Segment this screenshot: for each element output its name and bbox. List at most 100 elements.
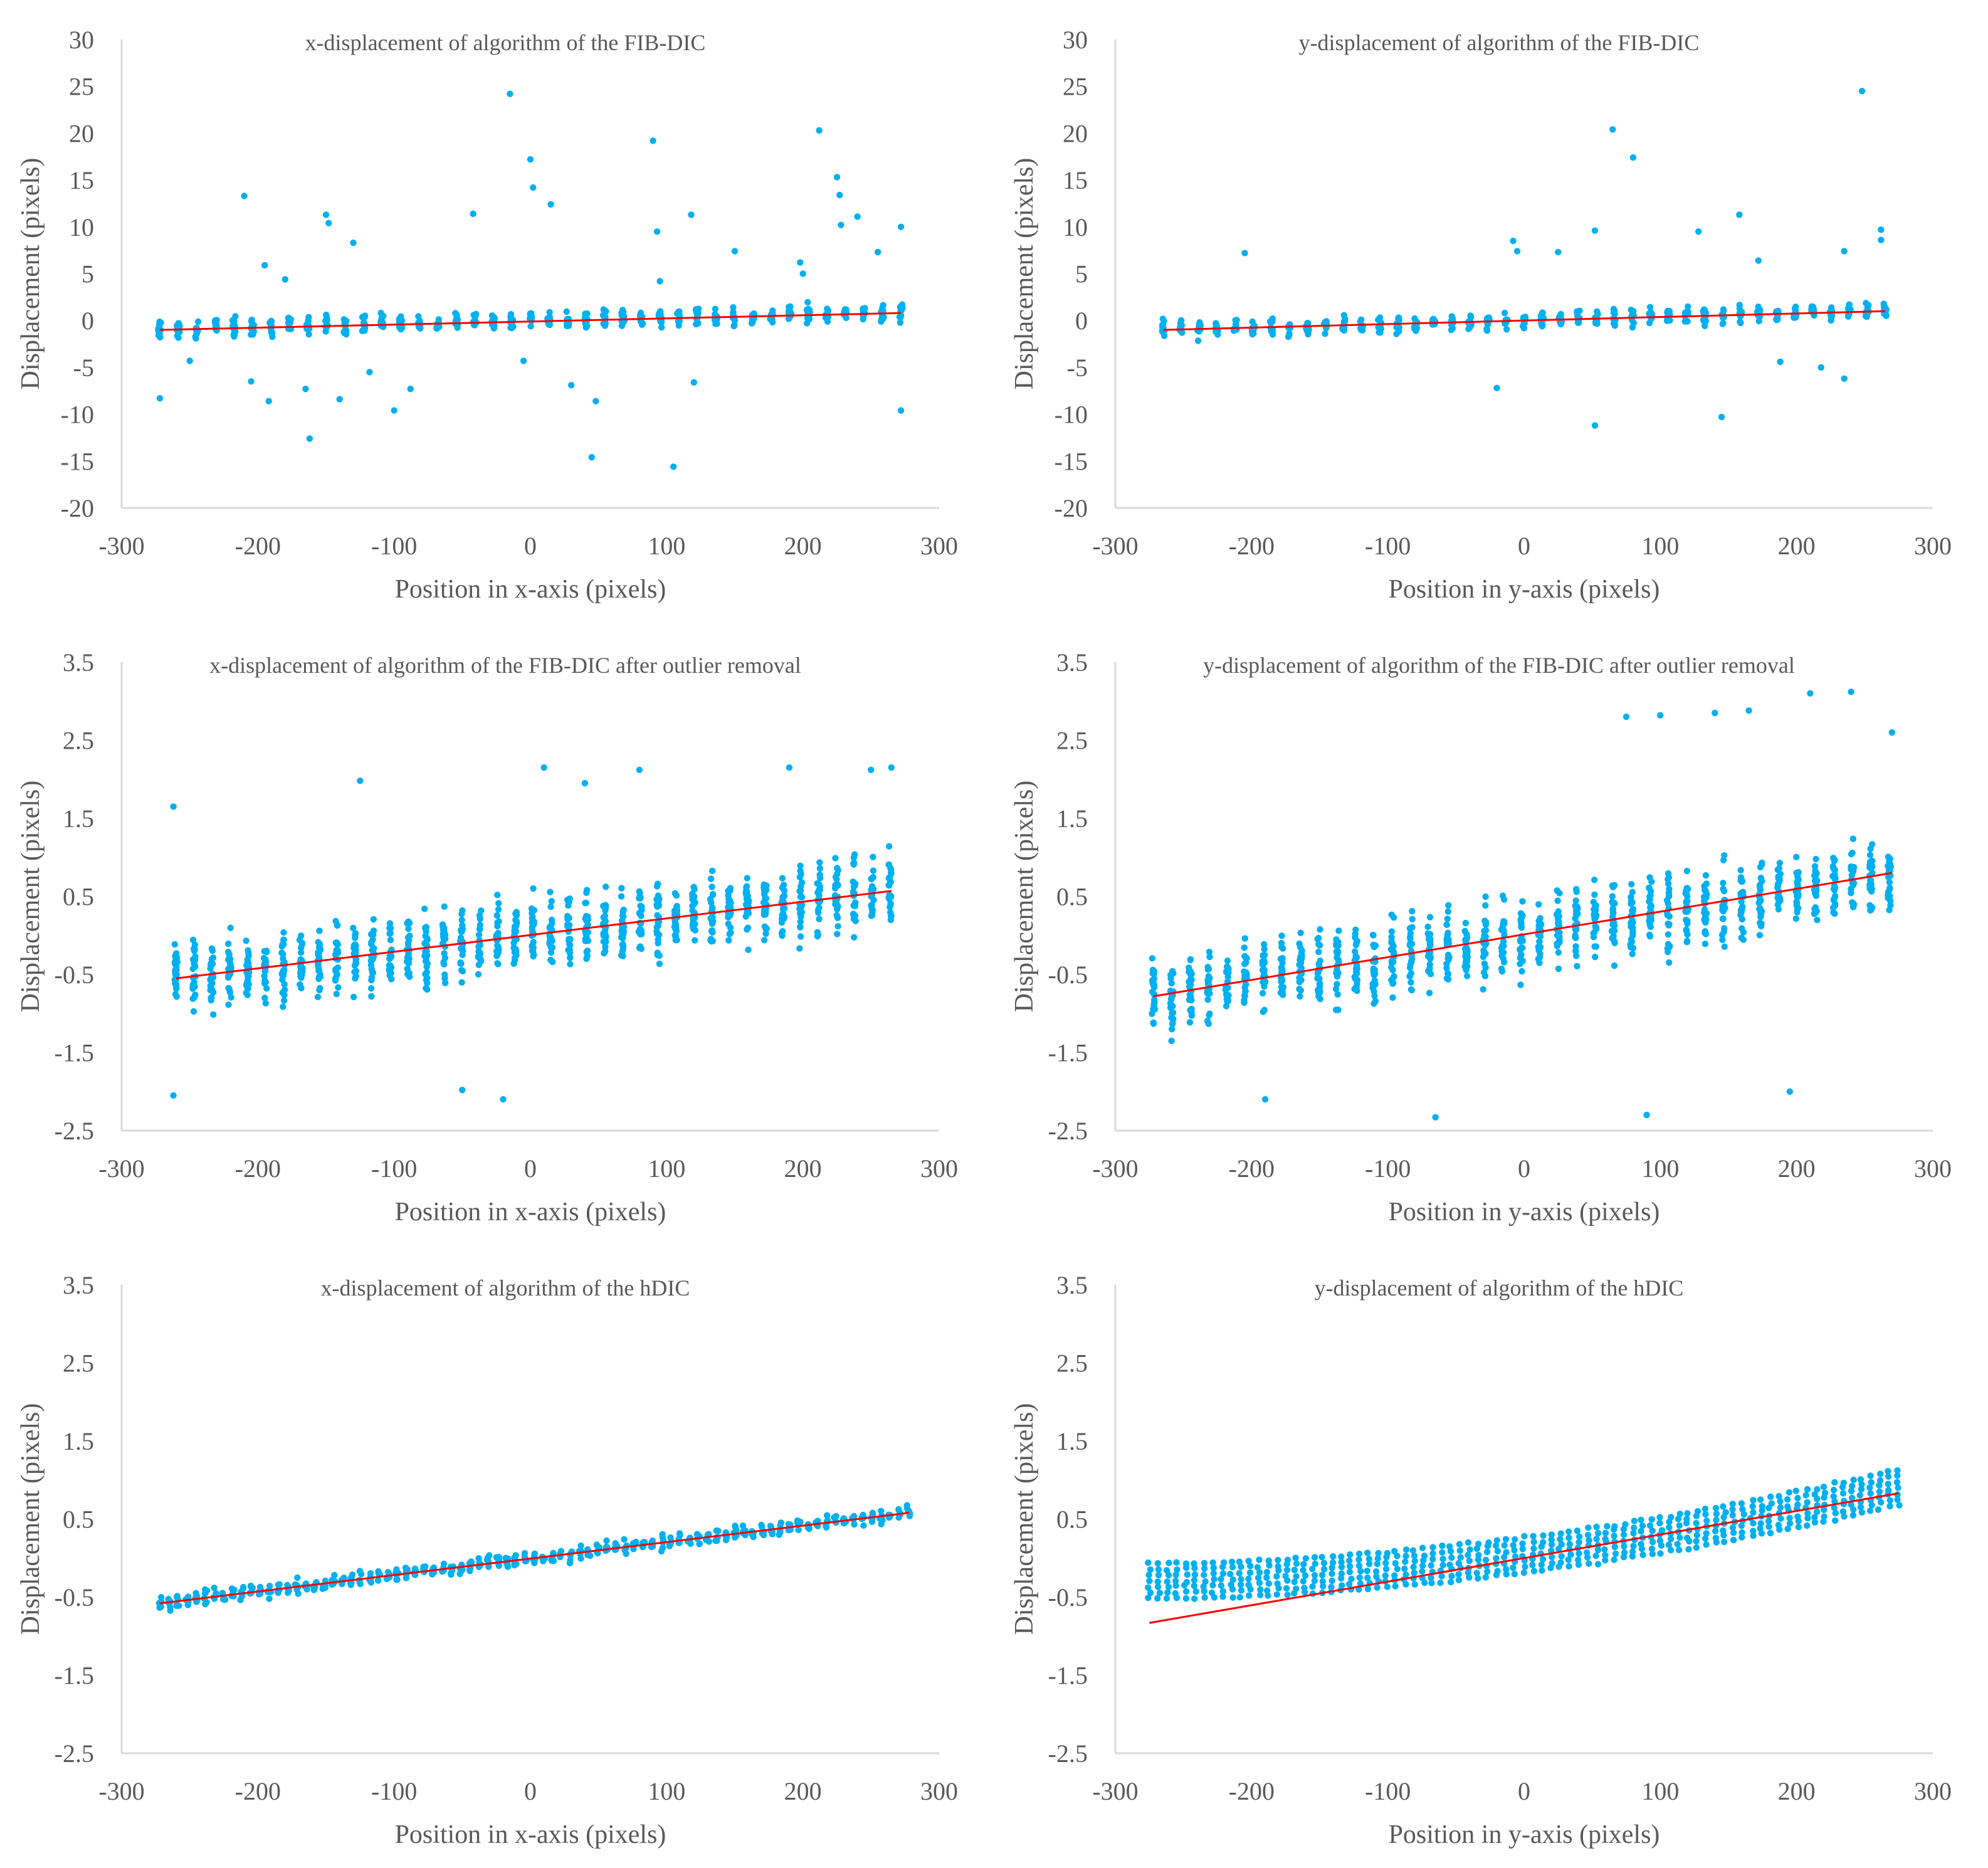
data-point: [367, 985, 375, 992]
data-point: [1501, 1554, 1508, 1561]
data-point-outlier: [836, 191, 843, 199]
data-point: [620, 913, 627, 920]
data-point: [843, 306, 849, 313]
data-point: [1832, 1509, 1839, 1517]
data-point: [1611, 1533, 1617, 1539]
data-point: [405, 926, 412, 932]
data-point: [530, 885, 537, 892]
data-point: [1411, 1553, 1418, 1559]
data-point: [1245, 1575, 1252, 1582]
data-point: [549, 944, 556, 951]
x-tick-label: -100: [371, 1777, 417, 1805]
data-point: [1786, 1514, 1793, 1521]
data-point: [618, 893, 625, 900]
data-point: [1297, 987, 1304, 994]
data-point: [167, 1607, 174, 1614]
data-point: [1402, 1558, 1409, 1565]
y-axis-title: Displacement (pixels): [16, 781, 45, 1013]
data-point: [658, 324, 665, 331]
trendline: [1163, 310, 1885, 331]
data-point: [529, 924, 535, 932]
data-point: [708, 884, 715, 890]
data-point: [1604, 1522, 1611, 1530]
data-point: [870, 873, 877, 881]
data-point: [458, 917, 465, 924]
data-point: [484, 1554, 492, 1561]
data-point: [601, 950, 607, 957]
data-point: [1868, 1502, 1875, 1509]
data-point: [1720, 880, 1727, 887]
data-point: [1352, 934, 1359, 941]
data-point: [1390, 979, 1397, 986]
data-point: [584, 916, 592, 923]
data-point: [1439, 1549, 1446, 1556]
data-point: [1738, 875, 1745, 882]
data-point: [599, 312, 607, 319]
data-point: [1649, 1528, 1656, 1534]
data-point: [297, 981, 303, 988]
data-point-outlier: [1736, 211, 1743, 218]
data-point: [1296, 956, 1303, 964]
data-point: [261, 955, 268, 963]
data-point-outlier: [1609, 126, 1616, 133]
data-point-outlier: [248, 378, 255, 385]
data-point: [508, 324, 515, 332]
y-tick-label: -0.5: [1048, 1583, 1088, 1612]
data-point: [1229, 1576, 1236, 1583]
data-point: [1364, 1585, 1372, 1593]
data-point: [1243, 954, 1249, 962]
data-point: [852, 917, 860, 924]
data-point: [798, 879, 806, 886]
data-point: [1856, 1492, 1863, 1499]
data-point: [1214, 331, 1221, 338]
data-point: [567, 936, 574, 942]
chart-title: x-displacement of algorithm of the hDIC: [321, 1275, 690, 1301]
y-tick-label: 20: [69, 119, 94, 147]
data-point: [192, 324, 200, 332]
data-point: [1518, 968, 1525, 975]
data-point: [1812, 872, 1819, 879]
data-point: [1465, 325, 1472, 332]
data-point: [1359, 322, 1365, 329]
trendline: [159, 312, 902, 331]
data-point: [1538, 1567, 1545, 1574]
data-point: [1389, 994, 1396, 1001]
data-point: [1530, 1538, 1537, 1546]
data-point: [1583, 1549, 1591, 1556]
data-point: [1755, 899, 1762, 907]
data-point: [1411, 324, 1418, 330]
data-point-outlier: [1510, 238, 1517, 245]
data-point: [424, 986, 431, 993]
data-point: [1169, 1003, 1176, 1010]
data-point: [1665, 1541, 1673, 1548]
data-point: [748, 319, 755, 327]
data-point: [1567, 1551, 1574, 1558]
data-point: [1737, 867, 1744, 873]
data-point: [1278, 976, 1285, 983]
data-point: [804, 298, 811, 306]
data-point: [1519, 1540, 1526, 1547]
x-tick-label: -300: [98, 1777, 144, 1805]
data-point: [1540, 1532, 1547, 1539]
data-point-outlier: [1777, 358, 1784, 366]
y-tick-label: 0.5: [63, 1506, 94, 1534]
data-point: [1503, 1549, 1510, 1556]
data-point: [548, 898, 555, 905]
data-point: [245, 960, 252, 967]
data-point: [1315, 948, 1322, 956]
data-point: [1403, 1546, 1410, 1553]
data-point: [780, 892, 787, 900]
data-point: [1334, 951, 1341, 958]
data-point: [513, 918, 520, 925]
data-point: [1292, 1554, 1299, 1561]
data-point: [404, 965, 411, 973]
data-point: [832, 855, 839, 862]
data-point: [1322, 330, 1328, 337]
data-point: [1200, 1583, 1207, 1590]
data-point: [1482, 1556, 1490, 1563]
data-point: [1201, 1571, 1207, 1578]
data-point: [816, 904, 823, 911]
data-point: [1756, 905, 1763, 912]
data-point-outlier: [670, 463, 677, 470]
data-point: [1328, 1564, 1335, 1571]
